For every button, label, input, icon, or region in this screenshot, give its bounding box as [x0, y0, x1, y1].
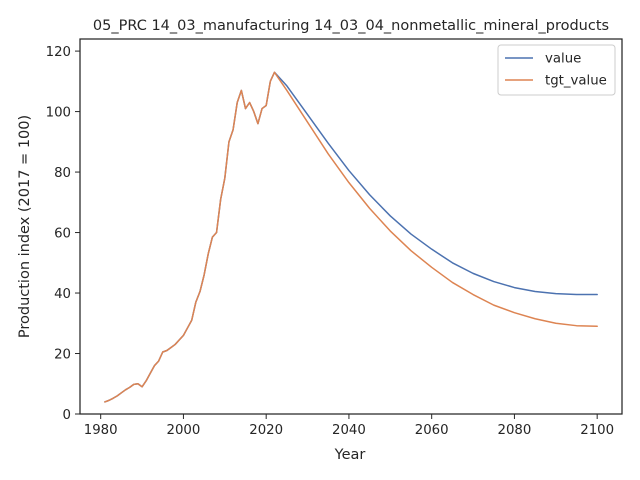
y-tick-label: 80	[54, 166, 71, 181]
x-tick-label: 2080	[498, 423, 532, 438]
legend-label-tgt-value: tgt_value	[545, 74, 607, 89]
y-tick-label: 20	[54, 347, 71, 362]
x-tick-label: 2000	[167, 423, 201, 438]
legend-label-value: value	[545, 52, 581, 67]
x-axis-label: Year	[334, 447, 366, 463]
y-tick-label: 120	[46, 45, 71, 60]
plot-frame	[79, 38, 623, 415]
x-tick-label: 2040	[332, 423, 366, 438]
x-tick-label: 1980	[84, 423, 118, 438]
y-tick-label: 0	[63, 408, 71, 423]
x-axis: 1980 2000 2020 2040 2060 2080 2100	[84, 414, 614, 438]
y-tick-label: 60	[54, 226, 71, 241]
legend: value tgt_value	[497, 44, 616, 96]
series-layer	[104, 71, 598, 403]
y-axis: 0 20 40 60 80 100 120	[46, 45, 80, 423]
x-tick-label: 2060	[415, 423, 449, 438]
y-tick-label: 40	[54, 287, 71, 302]
x-tick-label: 2100	[580, 423, 614, 438]
series-line-tgt-value	[104, 71, 598, 403]
chart-title: 05_PRC 14_03_manufacturing 14_03_04_nonm…	[93, 18, 609, 34]
y-axis-label: Production index (2017 = 100)	[17, 115, 33, 338]
x-tick-label: 2020	[249, 423, 283, 438]
y-tick-label: 100	[46, 105, 71, 120]
